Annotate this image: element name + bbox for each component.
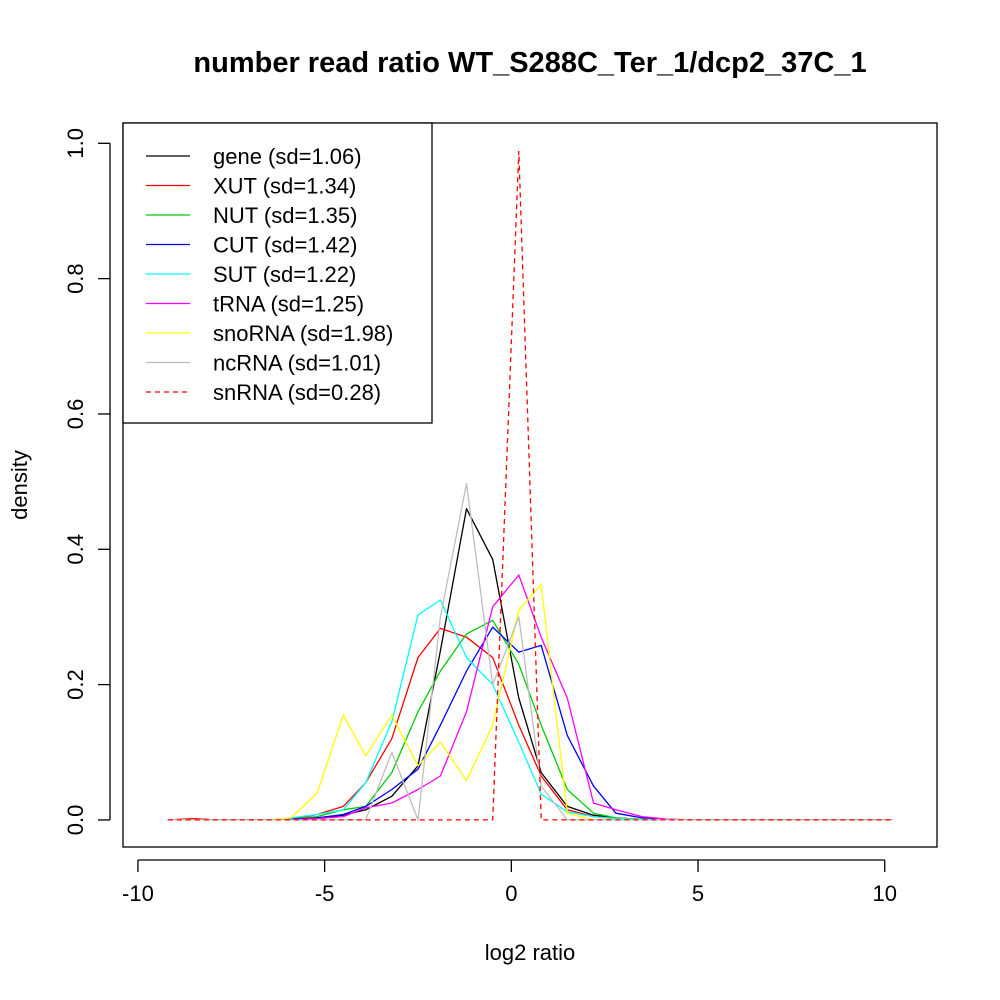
y-axis-label: density [7,450,32,520]
x-tick-label: 0 [505,881,517,906]
x-axis-label: log2 ratio [485,940,576,965]
y-tick-label: 0.6 [63,399,88,430]
x-tick-label: 5 [692,881,704,906]
legend-label: snoRNA (sd=1.98) [213,321,393,346]
legend-label: snRNA (sd=0.28) [213,380,381,405]
legend-label: ncRNA (sd=1.01) [213,351,381,376]
y-tick-label: 1.0 [63,128,88,159]
legend-label: SUT (sd=1.22) [213,262,356,287]
series-layer [167,150,893,821]
x-tick-label: 10 [872,881,896,906]
plot-frame [122,122,938,848]
x-tick-label: -5 [315,881,335,906]
series-line-2 [167,619,893,821]
legend-box [122,122,433,424]
chart-title: number read ratio WT_S288C_Ter_1/dcp2_37… [193,47,866,79]
x-axis: -10 -5 0 5 10 [122,859,897,906]
series-line-4 [167,599,893,821]
series-line-8 [167,150,893,821]
legend-label: NUT (sd=1.35) [213,203,357,228]
y-tick-label: 0.8 [63,263,88,294]
legend-label: tRNA (sd=1.25) [213,292,364,317]
series-line-1 [167,627,893,821]
legend-label: XUT (sd=1.34) [213,174,356,199]
y-axis: 0.0 0.2 0.4 0.6 0.8 1.0 [63,128,111,836]
y-tick-label: 0.2 [63,669,88,700]
x-tick-label: -10 [122,881,154,906]
legend-label: CUT (sd=1.42) [213,233,357,258]
legend: gene (sd=1.06) XUT (sd=1.34) NUT (sd=1.35)… [122,122,433,424]
series-line-3 [167,626,893,821]
y-tick-label: 0.0 [63,805,88,836]
series-line-0 [167,508,893,821]
y-tick-label: 0.4 [63,534,88,565]
legend-label: gene (sd=1.06) [213,144,362,169]
